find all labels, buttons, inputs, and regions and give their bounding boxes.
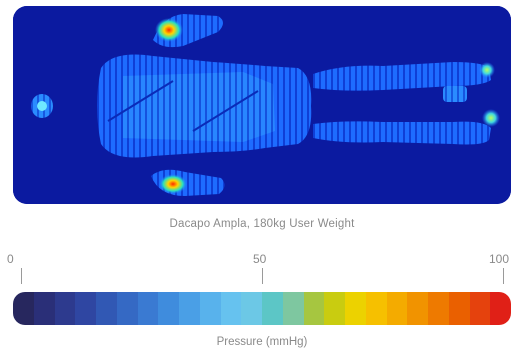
color-scale-segment xyxy=(490,292,511,325)
color-scale-segment xyxy=(407,292,428,325)
color-scale-segment xyxy=(469,292,491,325)
color-scale-segment xyxy=(75,292,96,325)
pressure-heatmap-graphic xyxy=(13,6,511,204)
color-scale-segment xyxy=(262,292,283,325)
color-scale-segment xyxy=(345,292,366,325)
scale-tick-mid: 50 xyxy=(253,252,267,266)
color-scale-segment xyxy=(365,292,387,325)
chart-caption: Dacapo Ampla, 180kg User Weight xyxy=(169,218,355,230)
color-scale-segment xyxy=(220,292,242,325)
color-scale-segment xyxy=(54,292,76,325)
pressure-color-scale xyxy=(13,292,511,325)
scale-tick-min: 0 xyxy=(7,252,14,266)
scale-tick-mark-max xyxy=(503,268,504,284)
color-scale-segment xyxy=(241,292,262,325)
color-scale-segment xyxy=(13,292,34,325)
color-scale-segment xyxy=(137,292,159,325)
color-scale-segment xyxy=(33,292,55,325)
color-scale-segment xyxy=(199,292,221,325)
color-scale-segment xyxy=(324,292,345,325)
color-scale-segment xyxy=(96,292,117,325)
scale-tick-mark-mid xyxy=(262,268,263,284)
pressure-heatmap-image xyxy=(13,6,511,204)
scale-axis-label: Pressure (mmHg) xyxy=(216,336,308,348)
color-scale-segment xyxy=(179,292,200,325)
color-scale-segment xyxy=(448,292,470,325)
color-scale-segment xyxy=(282,292,304,325)
scale-tick-max: 100 xyxy=(489,252,510,266)
color-scale-segment xyxy=(386,292,408,325)
scale-tick-mark-min xyxy=(21,268,22,284)
color-scale-segment xyxy=(116,292,138,325)
color-scale-segment xyxy=(158,292,179,325)
color-scale-segment xyxy=(303,292,325,325)
color-scale-segment xyxy=(428,292,449,325)
